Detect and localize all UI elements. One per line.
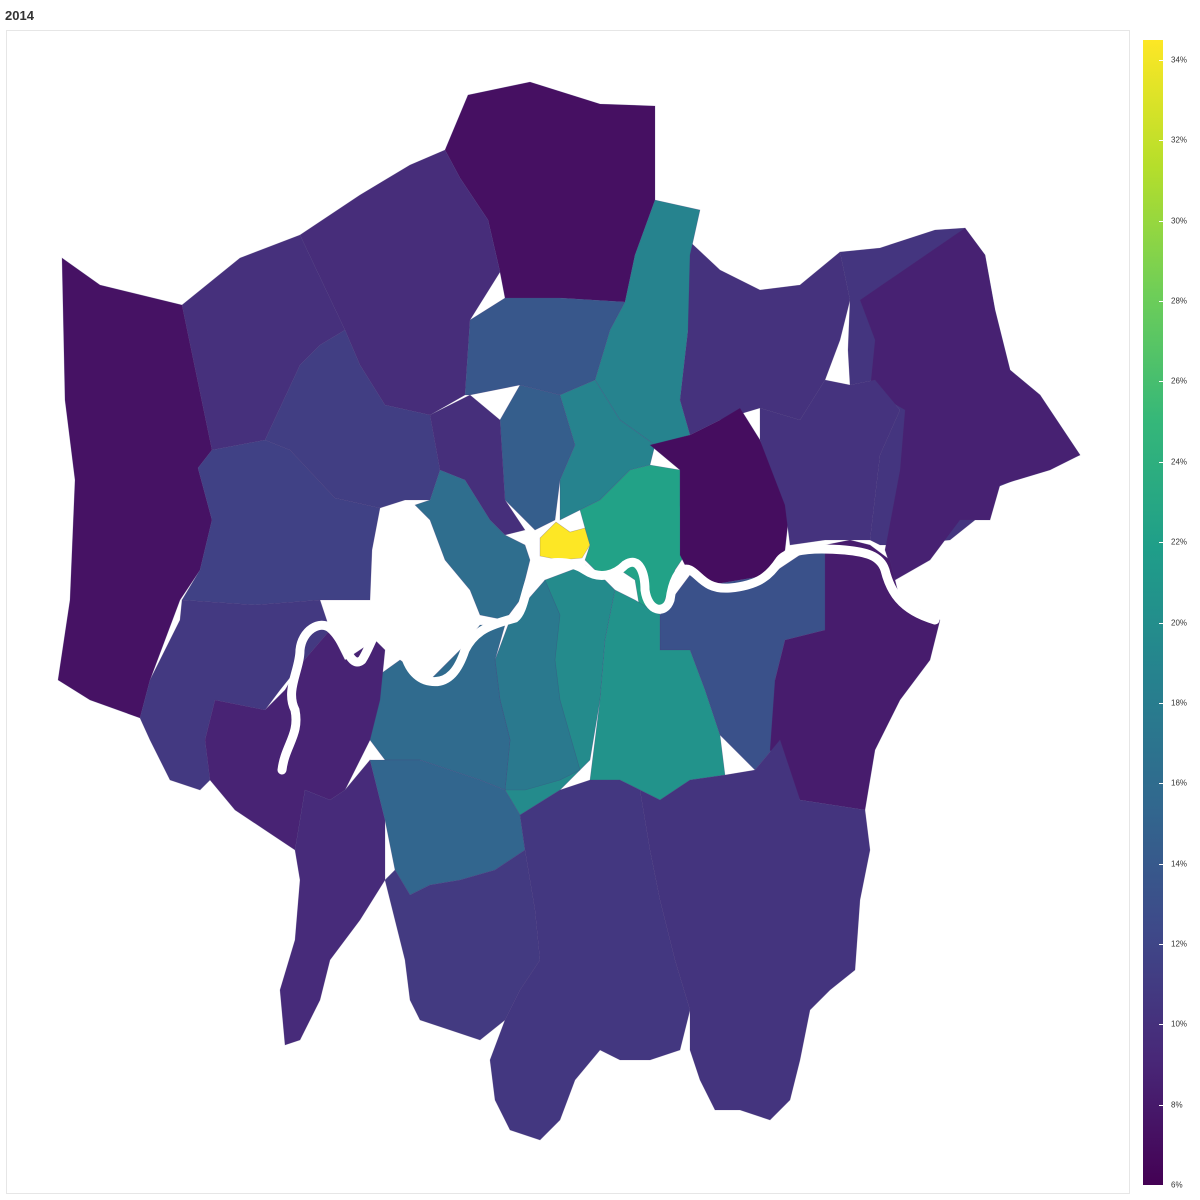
legend-tick-mark xyxy=(1159,1185,1163,1186)
legend-tick-mark xyxy=(1159,220,1163,222)
legend-tick-mark xyxy=(1159,1104,1163,1106)
legend-tick-mark xyxy=(1159,863,1163,865)
region-hillingdon[interactable] xyxy=(57,257,213,719)
region-city-of-london[interactable] xyxy=(539,521,591,561)
legend-tick-mark xyxy=(1159,1024,1163,1026)
legend-tick-mark xyxy=(1159,943,1163,945)
legend-tick-label: 22% xyxy=(1171,537,1188,547)
river-thames xyxy=(277,544,940,775)
region-kingston[interactable] xyxy=(279,759,386,1046)
legend-tick-label: 18% xyxy=(1171,698,1188,708)
legend-tick-mark xyxy=(1159,461,1163,463)
legend-tick-mark xyxy=(1159,542,1163,544)
legend-tick-mark xyxy=(1159,702,1163,704)
region-barking-dagenham[interactable] xyxy=(759,379,901,546)
region-bexley[interactable] xyxy=(769,539,941,811)
legend-tick-mark xyxy=(1159,622,1163,624)
map-panel xyxy=(6,30,1130,1194)
legend-tick-label: 16% xyxy=(1171,778,1188,788)
color-scale-bar xyxy=(1143,40,1163,1185)
legend-tick-label: 24% xyxy=(1171,457,1188,467)
legend-tick-mark xyxy=(1159,783,1163,785)
legend-tick-label: 8% xyxy=(1171,1100,1183,1110)
region-bromley[interactable] xyxy=(639,739,871,1121)
color-scale-labels: 6% 8% 10% 12% 14% 16% 18% 20% 22% 24% 26% 28% 30% 32%… xyxy=(1159,40,1200,1190)
legend-tick-mark xyxy=(1159,140,1163,142)
legend-tick-label: 6% xyxy=(1171,1180,1183,1190)
legend-tick-mark xyxy=(1159,381,1163,383)
map-title: 2014 xyxy=(5,8,34,23)
legend-tick-label: 34% xyxy=(1171,55,1188,65)
legend-tick-label: 26% xyxy=(1171,376,1188,386)
legend-tick-mark xyxy=(1159,301,1163,303)
london-borough-map xyxy=(57,81,1081,1141)
legend-tick-label: 32% xyxy=(1171,135,1188,145)
legend-tick-label: 20% xyxy=(1171,618,1188,628)
legend-tick-label: 12% xyxy=(1171,939,1188,949)
legend-tick-label: 28% xyxy=(1171,296,1188,306)
legend-tick-label: 30% xyxy=(1171,216,1188,226)
legend-tick-mark xyxy=(1159,60,1163,62)
region-ealing[interactable] xyxy=(181,439,381,606)
legend-tick-label: 10% xyxy=(1171,1019,1188,1029)
legend-tick-label: 14% xyxy=(1171,859,1188,869)
